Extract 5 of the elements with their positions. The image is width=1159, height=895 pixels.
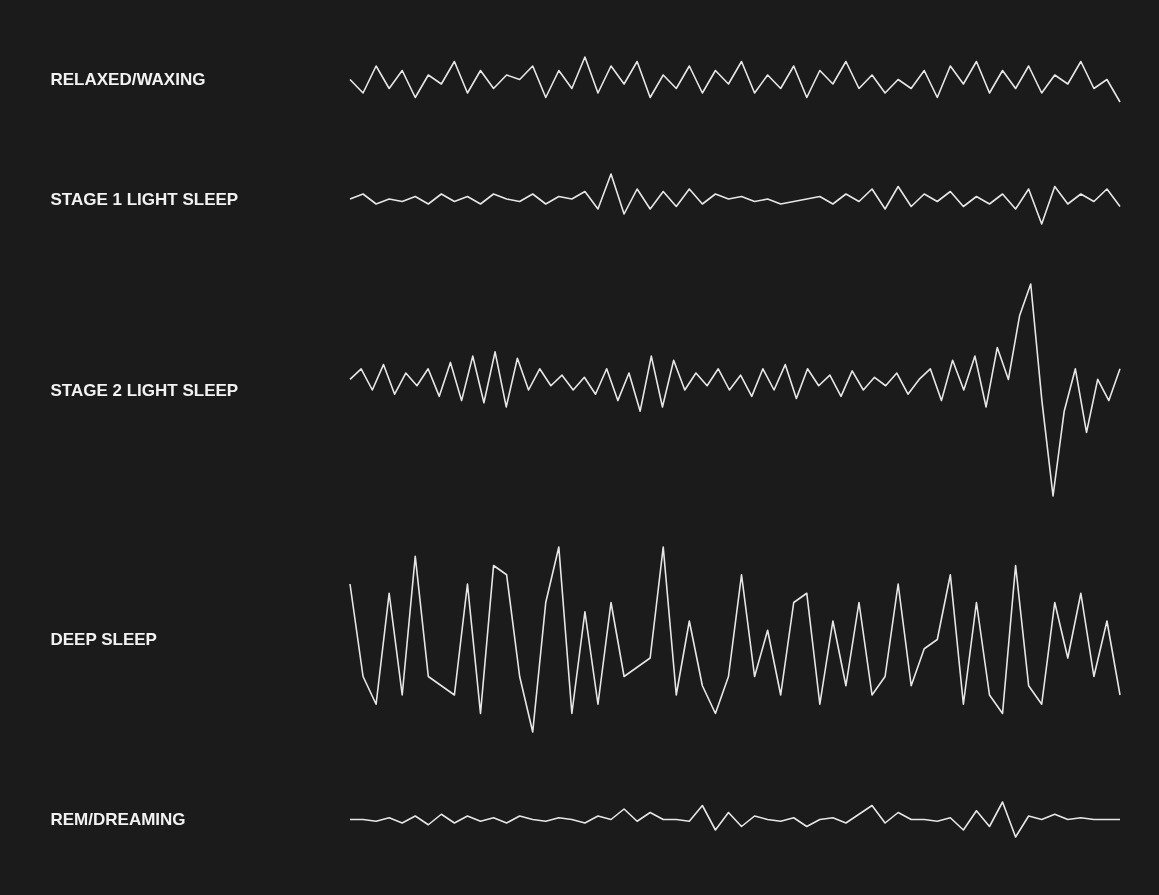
y-axis-title: REM/DREAMING (50, 810, 186, 829)
y-axis-title: RELAXED/WAXING (50, 70, 206, 89)
y-axis-title: STAGE 2 LIGHT SLEEP (50, 380, 239, 400)
y-axis-title: STAGE 1 LIGHT SLEEP (50, 189, 239, 209)
y-axis-title: DEEP SLEEP (50, 630, 157, 649)
